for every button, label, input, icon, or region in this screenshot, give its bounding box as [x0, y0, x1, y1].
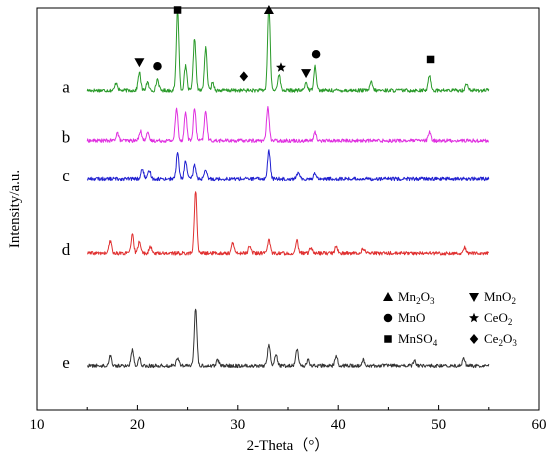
- x-tick-label: 40: [331, 417, 346, 433]
- series-d-label: d: [62, 240, 71, 259]
- legend-text-part: MnO: [484, 289, 511, 304]
- marker-ce2o3-diamond: [239, 71, 249, 82]
- x-tick-label: 20: [130, 417, 145, 433]
- series-c-label: c: [62, 166, 70, 185]
- series-a-label: a: [62, 77, 70, 96]
- series-e-line: [87, 308, 490, 369]
- x-tick-label: 60: [532, 417, 547, 433]
- legend-subscript: 2: [498, 338, 503, 348]
- legend-text-part: MnO: [398, 310, 425, 325]
- marker-mnso4-square: [173, 6, 182, 14]
- x-axis-title: 2-Theta（°）: [247, 437, 330, 454]
- legend-entry-label: MnO2: [484, 289, 516, 306]
- legend-subscript: 4: [433, 338, 438, 348]
- legend-subscript: 2: [508, 317, 513, 327]
- x-tick-label: 30: [230, 417, 245, 433]
- legend-text-part: Mn: [398, 289, 417, 304]
- marker-mno-circle: [311, 49, 321, 59]
- legend-text-part: O: [503, 331, 512, 346]
- legend-text-part: Ce: [484, 331, 499, 346]
- legend-text-part: O: [421, 289, 430, 304]
- series-b-label: b: [62, 128, 71, 147]
- legend-subscript: 2: [511, 296, 516, 306]
- legend-subscript: 3: [512, 338, 517, 348]
- series-b-line: [86, 106, 489, 143]
- legend-text-part: MnSO: [398, 331, 433, 346]
- y-axis-title: Intensity/a.u.: [7, 170, 23, 248]
- series-e-label: e: [62, 353, 70, 372]
- legend-entry-label: MnO: [398, 310, 425, 325]
- series-layer: a bc d e: [62, 6, 490, 372]
- legend-star-icon: [469, 312, 479, 323]
- legend-subscript: 3: [430, 296, 435, 306]
- marker-ceo2-star: [275, 62, 286, 72]
- marker-mno2-triangle-down: [301, 69, 312, 79]
- x-tick-label: 10: [30, 417, 45, 433]
- marker-mnso4-square: [426, 55, 435, 64]
- legend-subscript: 2: [416, 296, 421, 306]
- marker-layer: [134, 5, 435, 82]
- legend-triangle-up-icon: [383, 292, 393, 301]
- legend-circle-icon: [383, 313, 393, 323]
- x-tick-label: 50: [431, 417, 446, 433]
- legend-entry-label: CeO2: [484, 310, 512, 327]
- marker-mno-circle: [153, 62, 162, 71]
- x-axis-ticks: 10 20 30 40 50 60: [30, 405, 547, 433]
- series-d-line: [87, 191, 489, 256]
- legend-entry-label: MnSO4: [398, 331, 438, 348]
- legend-text-part: CeO: [484, 310, 508, 325]
- marker-mn2o3-triangle-up: [263, 5, 274, 15]
- plot-frame: [36, 7, 540, 411]
- series-a-line: [86, 6, 490, 93]
- legend-triangle-down-icon: [469, 293, 479, 302]
- series-c-line: [86, 149, 490, 182]
- marker-mno2-triangle-down: [134, 58, 145, 68]
- legend-square-icon: [384, 335, 392, 343]
- legend-entry-label: Mn2O3: [398, 289, 435, 306]
- legend-diamond-icon: [469, 334, 479, 344]
- legend-entry-label: Ce2O3: [484, 331, 517, 348]
